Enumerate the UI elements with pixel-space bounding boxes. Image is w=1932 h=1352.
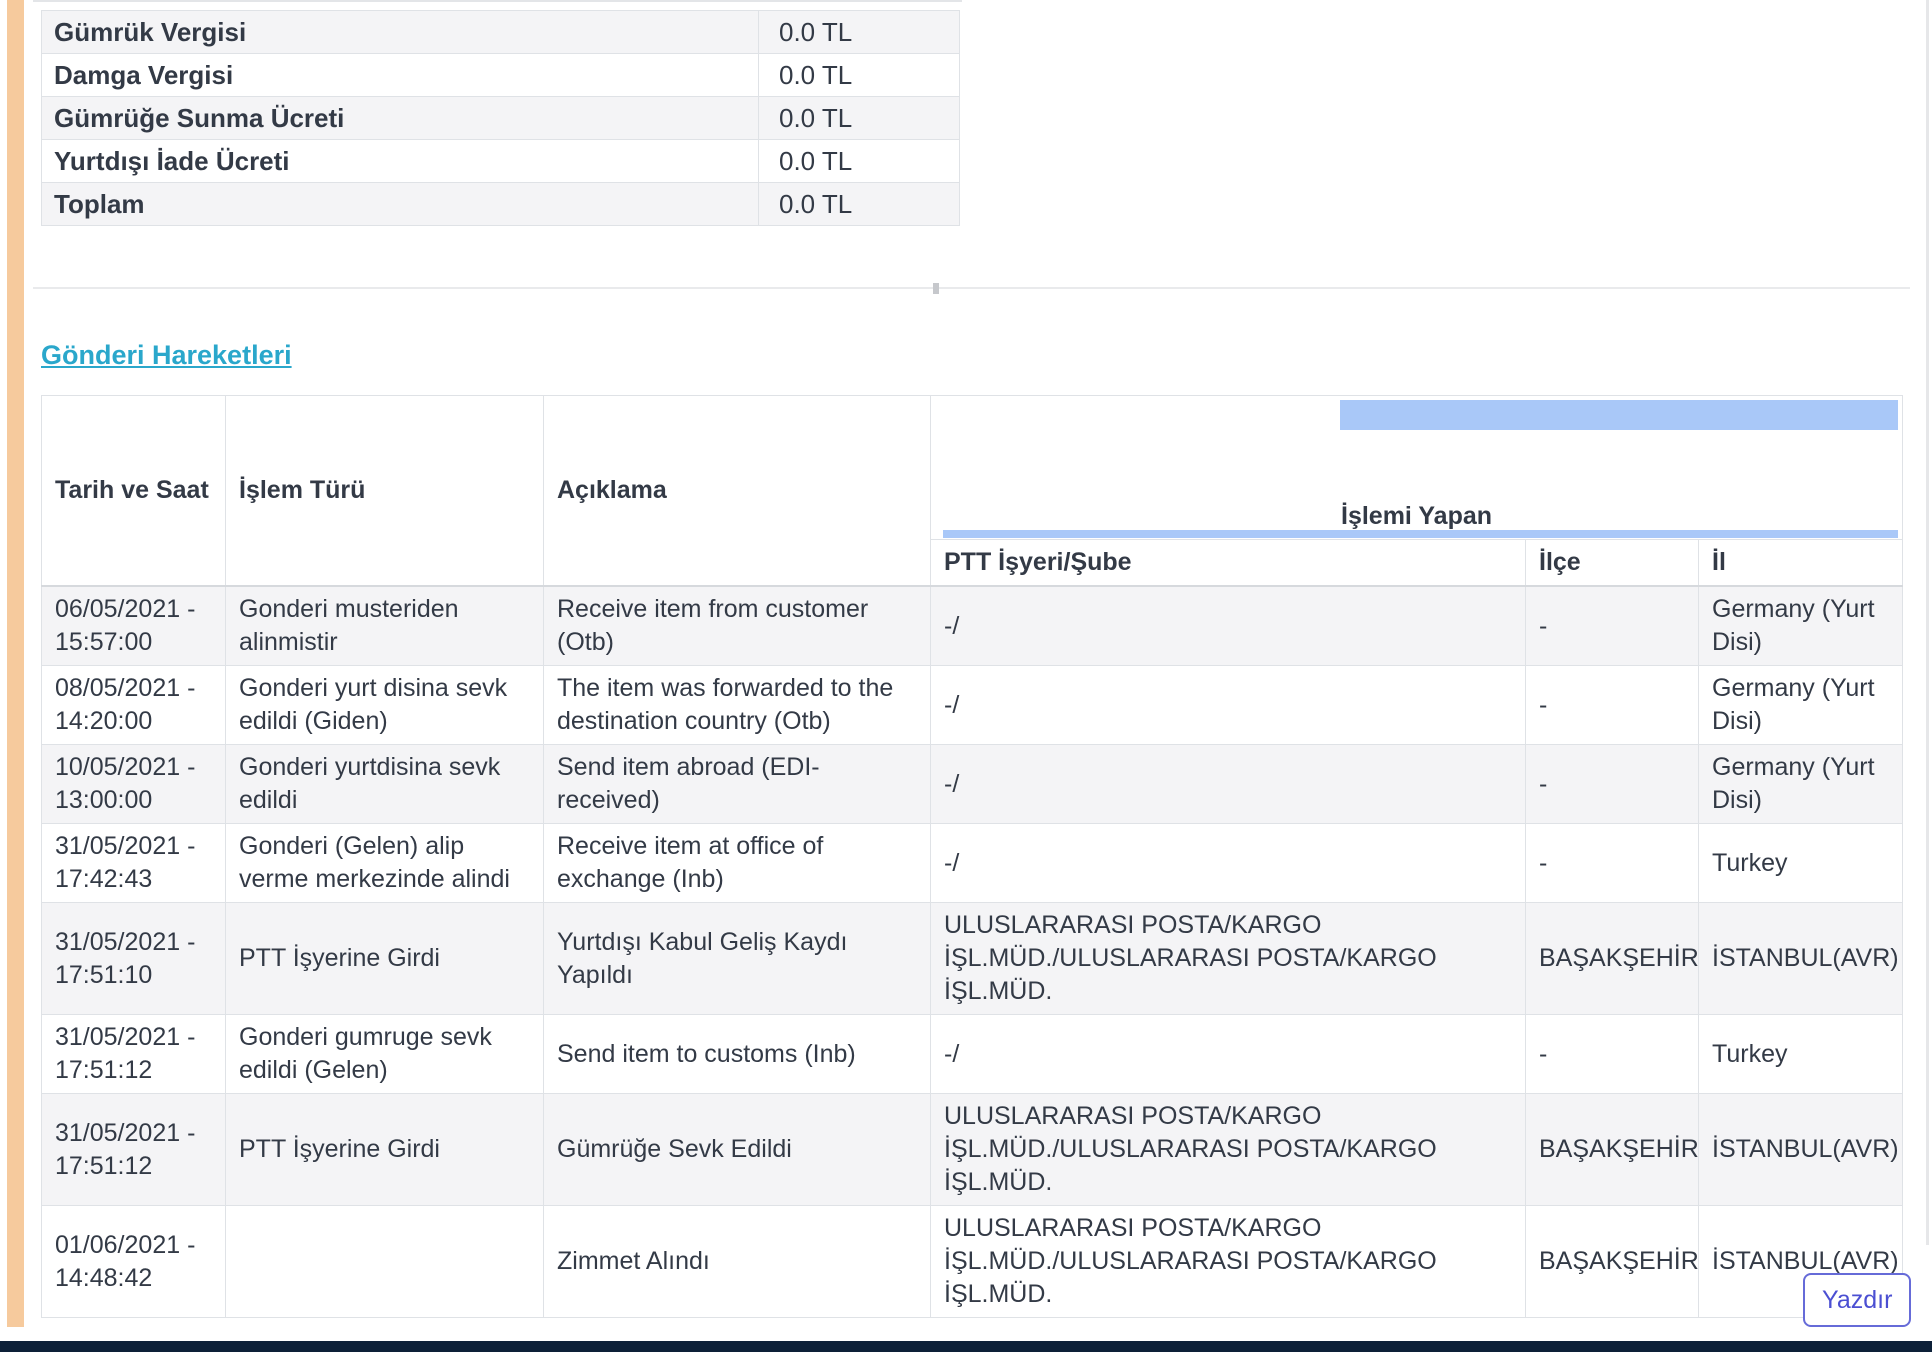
left-accent-bar <box>7 0 24 1327</box>
movement-description: Send item to customs (Inb) <box>543 1014 931 1094</box>
movement-type: PTT İşyerine Girdi <box>225 902 544 1015</box>
column-header-date: Tarih ve Saat <box>41 395 226 587</box>
fee-label: Damga Vergisi <box>41 53 759 97</box>
movement-office: -/ <box>930 744 1526 824</box>
movement-province: Germany (Yurt Disi) <box>1697 665 1904 745</box>
column-header-office: PTT İşyeri/Şube <box>930 539 1526 587</box>
sub-header-row: PTT İşyeri/Şube İlçe İl <box>42 539 1904 587</box>
movement-row: 08/05/2021 - 14:20:00 Gonderi yurt disin… <box>41 665 1904 745</box>
movement-date: 31/05/2021 - 17:51:10 <box>41 902 226 1015</box>
column-header-type: İşlem Türü <box>225 395 544 587</box>
movement-row: 10/05/2021 - 13:00:00 Gonderi yurtdisina… <box>41 744 1904 824</box>
movement-type: Gonderi yurtdisina sevk edildi <box>225 744 544 824</box>
movement-description: Zimmet Alındı <box>543 1205 931 1318</box>
column-header-district: İlçe <box>1525 539 1699 587</box>
column-header-description: Açıklama <box>543 395 931 587</box>
fee-value: 0.0 TL <box>758 53 960 97</box>
movement-district: - <box>1525 1014 1699 1094</box>
group-header-label: İşlemi Yapan <box>1341 502 1493 530</box>
movement-province: Turkey <box>1697 1014 1904 1094</box>
movement-type: Gonderi yurt disina sevk edildi (Giden) <box>225 665 544 745</box>
section-divider <box>33 287 1910 289</box>
yazdir-button[interactable]: Yazdır <box>1803 1273 1912 1327</box>
movement-district: - <box>1525 585 1699 666</box>
movement-type <box>225 1205 544 1318</box>
movement-province: Germany (Yurt Disi) <box>1697 744 1904 824</box>
movement-row: 31/05/2021 - 17:51:12 PTT İşyerine Girdi… <box>41 1093 1904 1206</box>
fee-row: Gümrüğe Sunma Ücreti 0.0 TL <box>41 96 960 140</box>
movement-province: İSTANBUL(AVR) <box>1697 1093 1904 1206</box>
movement-type: Gonderi gumruge sevk edildi (Gelen) <box>225 1014 544 1094</box>
islemi-yapan-group-header: İşlemi Yapan <box>929 395 1904 540</box>
movement-type: Gonderi musteriden alinmistir <box>225 585 544 666</box>
movement-office: ULUSLARARASI POSTA/KARGO İŞL.MÜD./ULUSLA… <box>930 1093 1526 1206</box>
top-table-cut-border <box>33 0 962 2</box>
selection-highlight-strip <box>943 530 1899 538</box>
movement-description: Receive item from customer (Otb) <box>543 585 931 666</box>
footer-bar <box>0 1341 1932 1352</box>
right-edge-line <box>1926 0 1929 1245</box>
fee-value: 0.0 TL <box>758 182 960 226</box>
fee-value: 0.0 TL <box>758 10 960 54</box>
movement-date: 10/05/2021 - 13:00:00 <box>41 744 226 824</box>
movement-date: 31/05/2021 - 17:51:12 <box>41 1093 226 1206</box>
movement-province: Turkey <box>1697 823 1904 903</box>
fee-row: Gümrük Vergisi 0.0 TL <box>41 10 960 54</box>
movement-office: -/ <box>930 1014 1526 1094</box>
movement-row: 01/06/2021 - 14:48:42 Zimmet Alındı ULUS… <box>41 1205 1904 1318</box>
movement-province: İSTANBUL(AVR) <box>1697 1205 1904 1318</box>
fee-label: Gümrüğe Sunma Ücreti <box>41 96 759 140</box>
group-header-row: Tarih ve Saat İşlem Türü Açıklama İşlemi… <box>41 395 1904 587</box>
movement-description: Yurtdışı Kabul Geliş Kaydı Yapıldı <box>543 902 931 1015</box>
movement-province: İSTANBUL(AVR) <box>1697 902 1904 1015</box>
column-header-province: İl <box>1697 539 1904 587</box>
fee-label: Toplam <box>41 182 759 226</box>
fees-table: Gümrük Vergisi 0.0 TL Damga Vergisi 0.0 … <box>41 10 960 226</box>
fee-value: 0.0 TL <box>758 139 960 183</box>
movement-row: 31/05/2021 - 17:42:43 Gonderi (Gelen) al… <box>41 823 1904 903</box>
movement-row: 31/05/2021 - 17:51:12 Gonderi gumruge se… <box>41 1014 1904 1094</box>
movement-office: ULUSLARARASI POSTA/KARGO İŞL.MÜD./ULUSLA… <box>930 1205 1526 1318</box>
movement-description: Receive item at office of exchange (Inb) <box>543 823 931 903</box>
movement-office: -/ <box>930 585 1526 666</box>
fee-value: 0.0 TL <box>758 96 960 140</box>
movements-table: Tarih ve Saat İşlem Türü Açıklama İşlemi… <box>41 395 1904 1318</box>
movement-date: 31/05/2021 - 17:42:43 <box>41 823 226 903</box>
movement-district: BAŞAKŞEHİR <box>1525 1093 1699 1206</box>
selection-highlight <box>1340 400 1899 430</box>
movement-row: 31/05/2021 - 17:51:10 PTT İşyerine Girdi… <box>41 902 1904 1015</box>
movement-office: -/ <box>930 665 1526 745</box>
divider-tick <box>933 283 939 294</box>
movement-date: 01/06/2021 - 14:48:42 <box>41 1205 226 1318</box>
fee-label: Gümrük Vergisi <box>41 10 759 54</box>
movement-district: BAŞAKŞEHİR <box>1525 1205 1699 1318</box>
movement-province: Germany (Yurt Disi) <box>1697 585 1904 666</box>
movement-district: - <box>1525 823 1699 903</box>
movement-type: Gonderi (Gelen) alip verme merkezinde al… <box>225 823 544 903</box>
movement-district: - <box>1525 744 1699 824</box>
movement-date: 08/05/2021 - 14:20:00 <box>41 665 226 745</box>
fee-row: Damga Vergisi 0.0 TL <box>41 53 960 97</box>
fee-row-total: Toplam 0.0 TL <box>41 182 960 226</box>
fee-row: Yurtdışı İade Ücreti 0.0 TL <box>41 139 960 183</box>
gonderi-hareketleri-link[interactable]: Gönderi Hareketleri <box>41 340 292 370</box>
movement-district: - <box>1525 665 1699 745</box>
movement-description: Send item abroad (EDI-received) <box>543 744 931 824</box>
movement-date: 06/05/2021 - 15:57:00 <box>41 585 226 666</box>
movement-date: 31/05/2021 - 17:51:12 <box>41 1014 226 1094</box>
movement-row: 06/05/2021 - 15:57:00 Gonderi musteriden… <box>41 585 1904 666</box>
movement-office: -/ <box>930 823 1526 903</box>
movement-description: The item was forwarded to the destinatio… <box>543 665 931 745</box>
movement-type: PTT İşyerine Girdi <box>225 1093 544 1206</box>
movement-description: Gümrüğe Sevk Edildi <box>543 1093 931 1206</box>
movement-district: BAŞAKŞEHİR <box>1525 902 1699 1015</box>
fee-label: Yurtdışı İade Ücreti <box>41 139 759 183</box>
movement-office: ULUSLARARASI POSTA/KARGO İŞL.MÜD./ULUSLA… <box>930 902 1526 1015</box>
